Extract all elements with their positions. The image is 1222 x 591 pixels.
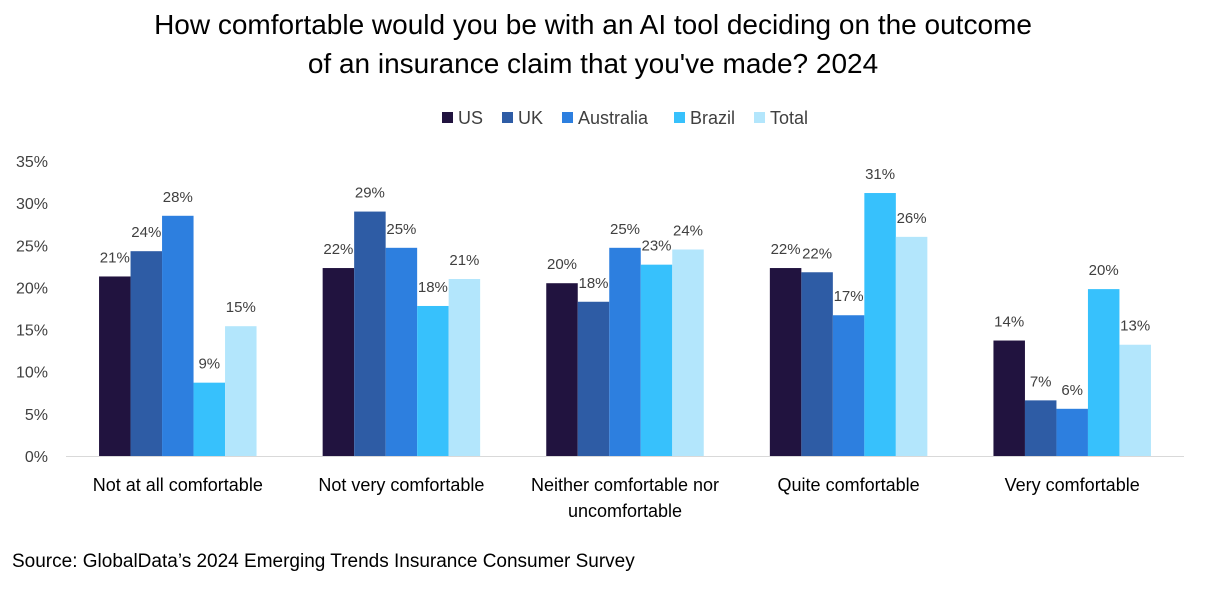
- bar-uk-3: [577, 301, 610, 456]
- bar-brazil-5: [1087, 289, 1120, 456]
- legend-item-brazil: Brazil: [674, 108, 735, 128]
- bar-brazil-2: [417, 305, 449, 456]
- x-category-label-1: Not at all comfortable: [93, 475, 263, 495]
- data-label-uk-4: 22%: [802, 245, 832, 262]
- legend-swatch-us: [442, 112, 453, 123]
- data-label-uk-5: 7%: [1030, 373, 1052, 390]
- chart-title: How comfortable would you be with an AI …: [154, 9, 1032, 79]
- data-label-us-2: 22%: [323, 241, 353, 258]
- y-tick-label: 30%: [16, 196, 48, 213]
- y-tick-label: 25%: [16, 238, 48, 255]
- data-label-us-3: 20%: [547, 256, 577, 273]
- bar-brazil-1: [193, 382, 226, 456]
- data-label-brazil-2: 18%: [418, 279, 448, 296]
- y-tick-label: 15%: [16, 323, 48, 340]
- legend-label-australia: Australia: [578, 108, 649, 128]
- data-label-total-1: 15%: [226, 299, 256, 316]
- bar-total-1: [225, 326, 257, 456]
- data-label-australia-5: 6%: [1061, 382, 1083, 399]
- legend-swatch-uk: [502, 112, 513, 123]
- data-label-australia-2: 25%: [386, 221, 416, 238]
- bar-us-1: [99, 276, 131, 456]
- bar-australia-5: [1056, 408, 1088, 456]
- chart-title-line-2: of an insurance claim that you've made? …: [308, 48, 878, 79]
- y-tick-label: 5%: [25, 407, 48, 424]
- bar-total-5: [1119, 344, 1151, 456]
- data-label-brazil-4: 31%: [865, 166, 895, 183]
- legend-label-total: Total: [770, 108, 808, 128]
- data-label-australia-1: 28%: [163, 189, 193, 206]
- bar-brazil-3: [640, 264, 673, 456]
- bars: [99, 193, 1151, 456]
- bar-brazil-4: [864, 193, 896, 456]
- x-category-label-3: Neither comfortable nor uncomfortable: [531, 475, 719, 521]
- data-label-australia-3: 25%: [610, 221, 640, 238]
- x-category-label-2: Not very comfortable: [318, 475, 484, 495]
- data-label-total-5: 13%: [1120, 318, 1150, 335]
- data-label-brazil-1: 9%: [198, 356, 220, 373]
- bar-total-2: [448, 279, 481, 456]
- bar-australia-1: [162, 215, 194, 456]
- bar-australia-2: [385, 247, 418, 456]
- bar-us-2: [322, 268, 355, 456]
- legend-item-uk: UK: [502, 108, 543, 128]
- bar-total-3: [672, 249, 704, 456]
- legend-label-brazil: Brazil: [690, 108, 735, 128]
- legend-label-uk: UK: [518, 108, 543, 128]
- data-label-uk-1: 24%: [131, 224, 161, 241]
- data-label-total-2: 21%: [449, 252, 479, 269]
- legend-item-total: Total: [754, 108, 808, 128]
- bar-us-3: [546, 283, 578, 456]
- y-tick-label: 0%: [25, 449, 48, 466]
- data-label-uk-3: 18%: [578, 275, 608, 292]
- chart-title-line-1: How comfortable would you be with an AI …: [154, 9, 1032, 40]
- source-note: Source: GlobalData’s 2024 Emerging Trend…: [12, 551, 635, 572]
- data-label-total-3: 24%: [673, 223, 703, 240]
- data-label-australia-4: 17%: [834, 288, 864, 305]
- bar-us-4: [769, 268, 802, 456]
- bar-uk-2: [354, 211, 386, 456]
- data-labels: 21%24%28%9%15%22%29%25%18%21% 20%18%25%23…: [100, 166, 1150, 399]
- data-label-us-5: 14%: [994, 314, 1024, 331]
- bar-australia-4: [832, 315, 865, 456]
- legend-item-us: US: [442, 108, 483, 128]
- legend-item-australia: Australia: [562, 108, 649, 128]
- y-tick-label: 20%: [16, 280, 48, 297]
- y-tick-label: 35%: [16, 154, 48, 171]
- bar-uk-5: [1024, 400, 1057, 456]
- y-axis: 0% 5% 10% 15% 20% 25% 30% 35%: [16, 154, 48, 466]
- bar-uk-1: [130, 251, 163, 456]
- x-category-label-5: Very comfortable: [1005, 475, 1140, 495]
- data-label-us-1: 21%: [100, 249, 130, 266]
- data-label-us-4: 22%: [771, 241, 801, 258]
- data-label-total-4: 26%: [897, 210, 927, 227]
- data-label-brazil-5: 20%: [1089, 262, 1119, 279]
- legend-swatch-australia: [562, 112, 573, 123]
- legend-label-us: US: [458, 108, 483, 128]
- legend-swatch-brazil: [674, 112, 685, 123]
- x-category-label-4: Quite comfortable: [778, 475, 920, 495]
- y-tick-label: 10%: [16, 365, 48, 382]
- data-label-uk-2: 29%: [355, 185, 385, 202]
- x-axis: Not at all comfortable Not very comfortab…: [66, 456, 1184, 521]
- bar-uk-4: [801, 272, 833, 456]
- legend-swatch-total: [754, 112, 765, 123]
- bar-total-4: [895, 236, 928, 456]
- data-label-brazil-3: 23%: [641, 238, 671, 255]
- bar-us-5: [993, 340, 1025, 456]
- legend: US UK Australia Brazil Total: [442, 108, 808, 128]
- bar-australia-3: [609, 247, 641, 456]
